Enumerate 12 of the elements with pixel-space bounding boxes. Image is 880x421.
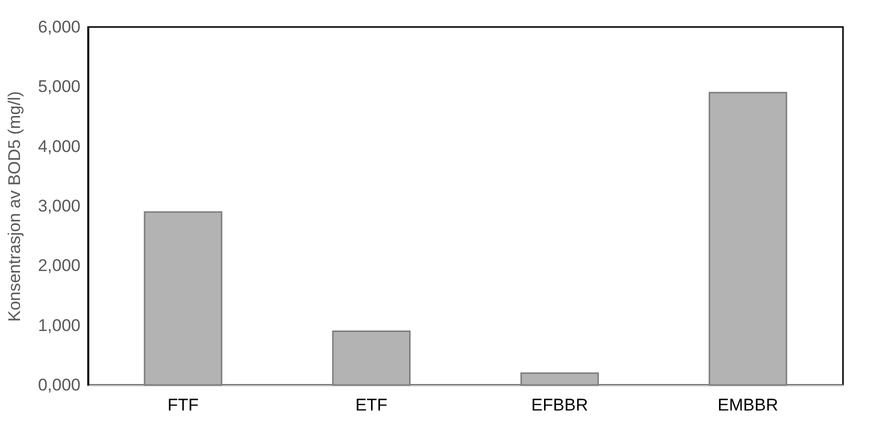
x-tick-label: ETF bbox=[355, 396, 388, 414]
x-tick-label: EFBBR bbox=[531, 396, 588, 414]
y-tick-label: 0,000 bbox=[38, 376, 80, 394]
y-tick-label: 3,000 bbox=[38, 196, 80, 216]
x-tick-label: EMBBR bbox=[718, 396, 778, 414]
y-tick-label: 1,000 bbox=[38, 316, 80, 335]
x-tick-label: FTF bbox=[168, 396, 199, 414]
y-tick-label: 2,000 bbox=[38, 256, 80, 276]
y-tick-label: 4,000 bbox=[38, 136, 80, 156]
y-axis-title: Konsentrasjon av BOD5 (mg/l) bbox=[4, 91, 24, 322]
y-tick-label: 5,000 bbox=[38, 77, 80, 96]
y-tick-label: 6,000 bbox=[38, 18, 80, 36]
